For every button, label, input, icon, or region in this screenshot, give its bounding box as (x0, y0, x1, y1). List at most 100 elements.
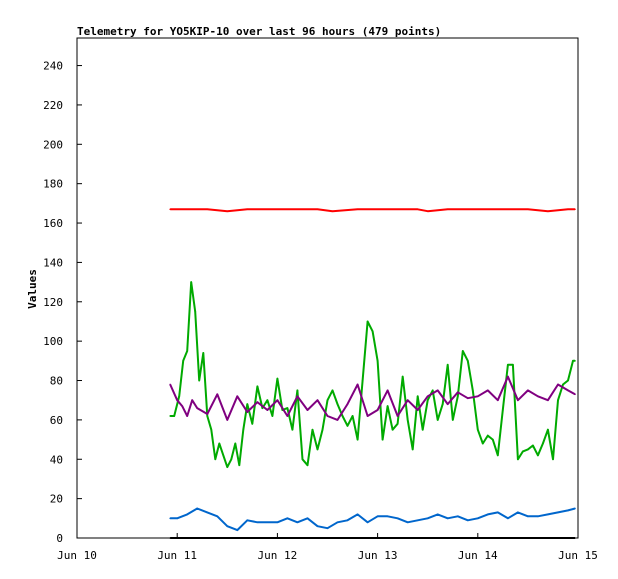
data-point (190, 281, 193, 283)
data-point (517, 399, 519, 402)
data-point (477, 395, 479, 398)
data-point (507, 208, 509, 211)
series-2 (169, 375, 576, 421)
data-point (517, 458, 519, 461)
data-point (567, 379, 569, 382)
data-point (431, 389, 434, 392)
y-tick-label: 160 (43, 217, 63, 230)
data-point (346, 519, 349, 522)
data-point (497, 511, 499, 514)
y-tick-label: 80 (50, 375, 63, 388)
data-point (426, 395, 429, 398)
data-point (186, 415, 189, 417)
data-point (406, 419, 409, 421)
data-point (242, 428, 245, 431)
data-point (436, 419, 439, 421)
data-point (416, 208, 419, 211)
data-point (346, 424, 349, 427)
data-point (286, 407, 289, 409)
data-point (547, 428, 549, 431)
data-point (436, 389, 439, 392)
data-point (574, 208, 576, 211)
data-point (356, 513, 359, 516)
data-point (256, 521, 259, 524)
data-point (446, 403, 449, 405)
data-point (226, 419, 229, 421)
data-point (366, 320, 369, 323)
data-point (542, 442, 544, 445)
data-point (446, 363, 449, 366)
data-point (306, 464, 309, 466)
data-point (512, 363, 514, 366)
data-point (222, 454, 225, 457)
series-4 (169, 537, 576, 539)
data-point (421, 428, 424, 431)
data-point (371, 330, 374, 333)
data-point (396, 517, 399, 520)
data-point (336, 521, 339, 524)
data-point (210, 428, 213, 431)
data-point (401, 375, 404, 378)
data-point (181, 405, 184, 407)
data-point (562, 383, 564, 386)
data-point (261, 407, 264, 409)
data-point (206, 511, 209, 514)
data-point (502, 409, 504, 411)
data-point (396, 208, 399, 211)
data-point (246, 519, 249, 522)
data-point (471, 389, 474, 392)
data-point (214, 458, 217, 461)
data-point (216, 393, 219, 396)
series-line (170, 208, 575, 213)
data-point (202, 352, 205, 354)
data-point (572, 360, 574, 362)
data-point (567, 389, 569, 392)
data-point (416, 395, 419, 398)
data-point (336, 419, 339, 421)
data-point (527, 389, 529, 392)
plot-area-frame (76, 37, 579, 539)
data-point (194, 310, 197, 313)
data-point (326, 415, 329, 417)
data-point (557, 511, 559, 514)
data-point (376, 360, 379, 362)
data-point (456, 515, 459, 518)
data-point (436, 513, 439, 516)
data-point (186, 350, 189, 352)
data-point (186, 513, 189, 516)
data-point (311, 428, 314, 431)
data-point (497, 454, 499, 457)
data-point (426, 517, 429, 520)
data-point (326, 399, 329, 402)
data-point (376, 208, 379, 211)
data-point (346, 403, 349, 405)
data-point (532, 444, 534, 447)
data-point (376, 515, 379, 518)
data-point (326, 527, 329, 529)
x-tick-label: Jun 14 (458, 549, 498, 562)
data-point (234, 442, 237, 445)
data-point (497, 399, 499, 402)
data-point (306, 409, 309, 411)
y-axis: 0 20 40 60 80 100 120 140 160 180 200 220 240 (43, 60, 82, 545)
data-point (286, 517, 289, 520)
data-point (296, 389, 299, 392)
data-point (206, 415, 209, 417)
x-tick-label: Jun 12 (258, 549, 298, 562)
data-point (316, 525, 319, 527)
data-point (301, 458, 304, 461)
data-point (507, 517, 509, 520)
data-point (251, 423, 254, 425)
data-point (271, 415, 274, 417)
data-point (466, 360, 469, 362)
data-point (238, 464, 241, 466)
data-point (169, 383, 171, 386)
data-point (557, 399, 559, 402)
data-point (276, 521, 279, 524)
data-point (466, 519, 469, 522)
data-point (230, 458, 233, 461)
data-point (316, 399, 319, 402)
data-point (336, 403, 339, 405)
data-point (507, 375, 509, 378)
data-point (331, 210, 334, 213)
